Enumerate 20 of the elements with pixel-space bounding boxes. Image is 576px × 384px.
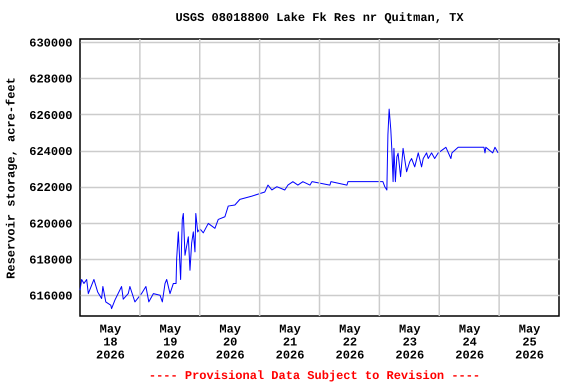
y-tick-label: 616000 (29, 290, 72, 304)
x-tick-label: May 19 2026 (156, 322, 185, 362)
line-series (80, 108, 499, 310)
y-tick-label: 626000 (29, 108, 72, 123)
x-tick-label: May 18 2026 (96, 322, 125, 362)
x-tick-label: May 20 2026 (216, 322, 245, 362)
x-tick-label: May 23 2026 (395, 322, 424, 362)
y-tick-label: 628000 (29, 72, 72, 87)
y-tick-label: 630000 (29, 36, 72, 51)
x-tick-label: May 25 2026 (515, 322, 544, 362)
y-tick-label: 622000 (29, 181, 72, 196)
chart-title: USGS 08018800 Lake Fk Res nr Quitman, TX (175, 11, 464, 26)
y-tick-label: 624000 (29, 145, 72, 160)
y-axis-title: Reservoir storage, acre-feet (4, 77, 18, 279)
y-tick-label: 618000 (29, 254, 72, 268)
y-tick-label: 620000 (29, 217, 72, 232)
x-tick-label: May 24 2026 (455, 322, 484, 362)
x-tick-label: May 21 2026 (276, 322, 304, 362)
text: ---- Provisional Data Subject to Revision ---- (148, 369, 480, 383)
x-tick-label: May 22 2026 (336, 322, 364, 362)
